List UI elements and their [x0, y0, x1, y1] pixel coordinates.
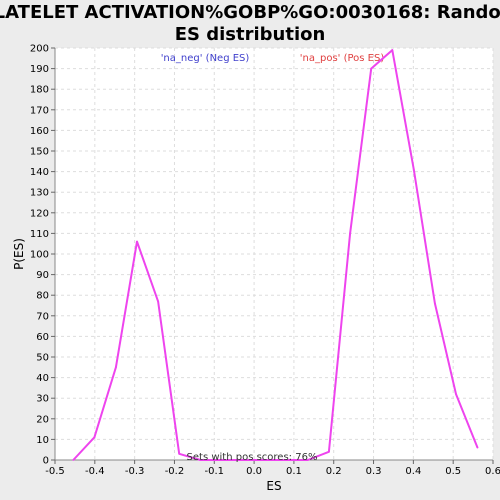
y-tick-label: 0	[43, 456, 49, 467]
x-tick-label: 0.3	[366, 466, 382, 477]
x-axis-label: ES	[266, 479, 281, 493]
x-tick-label: 0.0	[246, 466, 262, 477]
y-tick-label: 120	[30, 208, 49, 219]
data-point	[306, 459, 309, 461]
data-point	[93, 436, 96, 439]
data-point	[199, 459, 202, 461]
x-tick-label: -0.3	[125, 466, 145, 477]
data-point	[328, 450, 330, 453]
data-point	[370, 67, 373, 70]
x-tick-label: 0.2	[326, 466, 342, 477]
data-point	[455, 393, 457, 395]
y-tick-label: 50	[36, 353, 49, 364]
chart-title-line2: ES distribution	[175, 24, 326, 45]
x-tick-label: 0.6	[485, 466, 500, 477]
x-axis-ticks: -0.5 -0.4 -0.3 -0.2 -0.1 0.0 0.1 0.2 0.3 0.4 0.5 0.…	[45, 460, 500, 477]
y-tick-label: 170	[30, 105, 49, 116]
y-tick-label: 40	[36, 373, 49, 384]
legend-pos: 'na_pos' (Pos ES)	[300, 53, 385, 64]
x-tick-label: 0.4	[405, 466, 421, 477]
data-point	[433, 302, 436, 305]
x-tick-label: 0.1	[286, 466, 302, 477]
y-axis-label: P(ES)	[12, 238, 26, 270]
grid-horizontal	[55, 47, 493, 461]
data-point	[178, 452, 181, 455]
data-point	[115, 366, 117, 369]
y-tick-label: 180	[30, 85, 49, 96]
y-tick-label: 80	[36, 291, 49, 302]
data-point	[72, 459, 75, 461]
data-point	[391, 49, 394, 51]
y-tick-label: 190	[30, 64, 49, 75]
x-tick-label: -0.1	[205, 466, 225, 477]
y-tick-label: 20	[36, 414, 49, 425]
x-tick-label: -0.4	[85, 466, 105, 477]
y-axis-ticks: 0 10 20 30 40 50 60 70 80 90 100 110 120 130 140 150 160…	[30, 44, 55, 467]
y-tick-label: 200	[30, 44, 49, 55]
x-tick-label: -0.2	[165, 466, 185, 477]
y-tick-label: 160	[30, 126, 49, 137]
x-tick-label: -0.5	[45, 466, 65, 477]
data-point	[157, 300, 160, 303]
data-point	[349, 232, 351, 235]
y-tick-label: 100	[30, 250, 49, 261]
x-tick-label: 0.5	[445, 466, 461, 477]
series-group	[72, 49, 479, 461]
legend-neg: 'na_neg' (Neg ES)	[161, 53, 250, 64]
chart-title-line1: PLATELET ACTIVATION%GOBP%GO:0030168: Ran…	[0, 2, 500, 23]
y-tick-label: 60	[36, 332, 49, 343]
y-tick-label: 10	[36, 435, 49, 446]
y-tick-label: 70	[36, 311, 49, 322]
y-tick-label: 140	[30, 167, 49, 178]
y-tick-label: 90	[36, 270, 49, 281]
y-tick-label: 150	[30, 147, 49, 158]
series-line	[72, 49, 479, 461]
y-tick-label: 110	[30, 229, 49, 240]
data-point	[412, 168, 415, 171]
pos-score-annotation: Sets with pos scores: 76%	[187, 452, 318, 463]
data-point	[136, 240, 138, 243]
data-point	[476, 446, 479, 449]
y-tick-label: 130	[30, 188, 49, 199]
y-tick-label: 30	[36, 394, 49, 405]
